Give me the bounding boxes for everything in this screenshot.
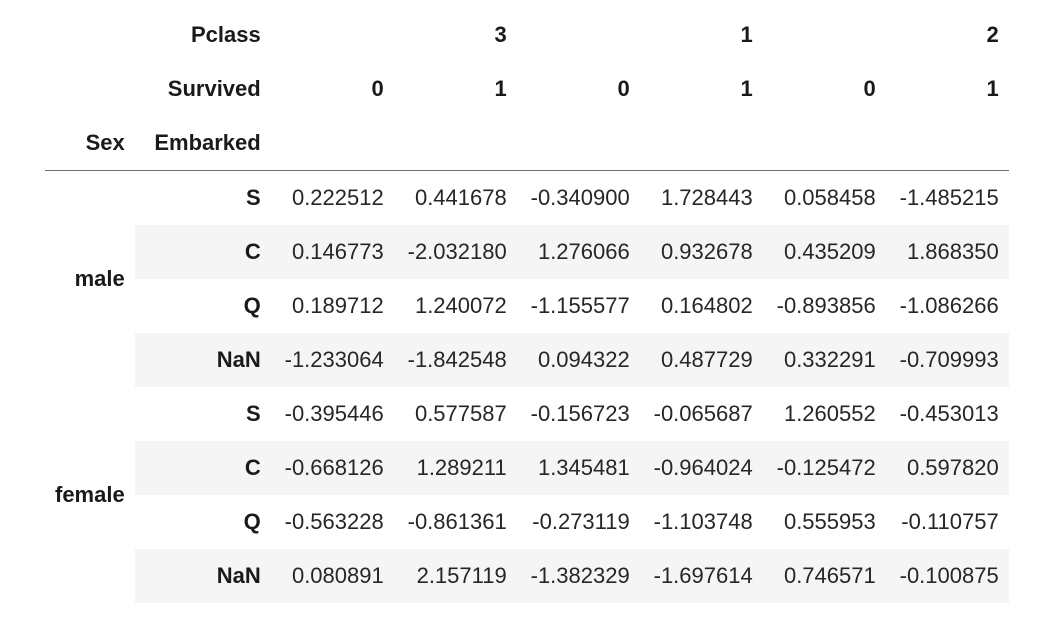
survived-value: 1 <box>986 76 999 101</box>
cell: -1.233064 <box>284 347 384 372</box>
corner-empty-cell <box>45 8 135 62</box>
row-header-embarked: C <box>244 455 261 480</box>
row-header-embarked: S <box>246 401 261 426</box>
row-header-embarked: Q <box>243 509 261 534</box>
cell: -0.125472 <box>776 455 876 480</box>
cell: -0.709993 <box>899 347 999 372</box>
header-row-index-names: Sex Embarked <box>45 116 1009 171</box>
cell: 1.240072 <box>414 293 507 318</box>
cell: -1.382329 <box>530 563 630 588</box>
empty-cell <box>516 116 640 171</box>
cell: -1.086266 <box>899 293 999 318</box>
cell: 0.189712 <box>291 293 384 318</box>
empty-cell <box>762 116 886 171</box>
table-row: C 0.146773 -2.032180 1.276066 0.932678 0… <box>45 225 1009 279</box>
row-header-embarked: S <box>246 185 261 210</box>
cell: 0.222512 <box>291 185 384 210</box>
cell: 0.932678 <box>660 239 753 264</box>
cell: 0.555953 <box>783 509 876 534</box>
header-row-survived: Survived 0 1 0 1 0 1 <box>45 62 1009 116</box>
empty-cell <box>885 116 1009 171</box>
empty-cell <box>639 116 763 171</box>
cell: 0.332291 <box>783 347 876 372</box>
cell: 1.260552 <box>783 401 876 426</box>
index-level-name-sex: Sex <box>45 116 135 171</box>
cell: 0.441678 <box>414 185 507 210</box>
cell: -0.110757 <box>901 509 999 534</box>
cell: -0.340900 <box>530 185 630 210</box>
table-row: Q -0.563228 -0.861361 -0.273119 -1.10374… <box>45 495 1009 549</box>
table-row: NaN -1.233064 -1.842548 0.094322 0.48772… <box>45 333 1009 387</box>
survived-value: 0 <box>617 76 630 101</box>
row-header-embarked: C <box>244 239 261 264</box>
cell: -0.100875 <box>899 563 999 588</box>
cell: 0.146773 <box>291 239 384 264</box>
cell: -0.893856 <box>776 293 876 318</box>
cell: 1.345481 <box>537 455 630 480</box>
cell: -1.103748 <box>653 509 753 534</box>
table-row: C -0.668126 1.289211 1.345481 -0.964024 … <box>45 441 1009 495</box>
cell: -1.842548 <box>407 347 507 372</box>
table-row: Q 0.189712 1.240072 -1.155577 0.164802 -… <box>45 279 1009 333</box>
table-header: Pclass 3 1 2 Survived 0 1 0 1 0 1 Sex Em… <box>45 8 1009 171</box>
pclass-value: 2 <box>986 22 999 47</box>
cell: 1.868350 <box>906 239 999 264</box>
index-level-name-embarked: Embarked <box>134 116 271 171</box>
pclass-value: 1 <box>740 22 753 47</box>
cell: -0.273119 <box>532 509 630 534</box>
cell: -0.065687 <box>653 401 753 426</box>
survived-value: 0 <box>371 76 384 101</box>
cell: 1.276066 <box>537 239 630 264</box>
cell: 0.435209 <box>783 239 876 264</box>
cell: 0.094322 <box>537 347 630 372</box>
row-header-embarked: Q <box>243 293 261 318</box>
row-header-sex: female <box>55 482 125 507</box>
header-row-pclass: Pclass 3 1 2 <box>45 8 1009 62</box>
survived-value: 1 <box>740 76 753 101</box>
cell: -1.697614 <box>653 563 753 588</box>
cell: -1.155577 <box>530 293 630 318</box>
column-level-name-pclass: Pclass <box>190 22 261 47</box>
cell: 0.487729 <box>660 347 753 372</box>
cell: -0.395446 <box>284 401 384 426</box>
cell: 1.728443 <box>660 185 753 210</box>
row-header-embarked: NaN <box>216 347 261 372</box>
survived-value: 1 <box>494 76 507 101</box>
column-level-name-survived: Survived <box>167 76 261 101</box>
cell: 0.058458 <box>783 185 876 210</box>
cell: 0.746571 <box>783 563 876 588</box>
cell: 0.164802 <box>660 293 753 318</box>
notebook-output-area: Pclass 3 1 2 Survived 0 1 0 1 0 1 Sex Em… <box>45 8 1009 603</box>
empty-cell <box>393 116 517 171</box>
table-row: male S 0.222512 0.441678 -0.340900 1.728… <box>45 170 1009 291</box>
empty-cell <box>270 116 394 171</box>
pclass-value: 3 <box>494 22 507 47</box>
row-header-sex: male <box>74 266 125 291</box>
cell: 1.289211 <box>416 455 507 480</box>
cell: 0.577587 <box>414 401 507 426</box>
dataframe-table: Pclass 3 1 2 Survived 0 1 0 1 0 1 Sex Em… <box>45 8 1009 603</box>
cell: -2.032180 <box>407 239 507 264</box>
table-row: female S -0.395446 0.577587 -0.156723 -0… <box>45 387 1009 507</box>
cell: -0.861361 <box>407 509 507 534</box>
table-row: NaN 0.080891 2.157119 -1.382329 -1.69761… <box>45 549 1009 603</box>
cell: 0.080891 <box>291 563 384 588</box>
cell: -0.156723 <box>530 401 630 426</box>
cell: -0.453013 <box>899 401 999 426</box>
corner-empty-cell <box>45 62 135 116</box>
cell: 2.157119 <box>416 563 507 588</box>
table-body: male S 0.222512 0.441678 -0.340900 1.728… <box>45 170 1009 603</box>
cell: -0.964024 <box>653 455 753 480</box>
cell: -1.485215 <box>899 185 999 210</box>
survived-value: 0 <box>863 76 876 101</box>
cell: -0.563228 <box>284 509 384 534</box>
cell: 0.597820 <box>906 455 999 480</box>
row-header-embarked: NaN <box>216 563 261 588</box>
cell: -0.668126 <box>284 455 384 480</box>
